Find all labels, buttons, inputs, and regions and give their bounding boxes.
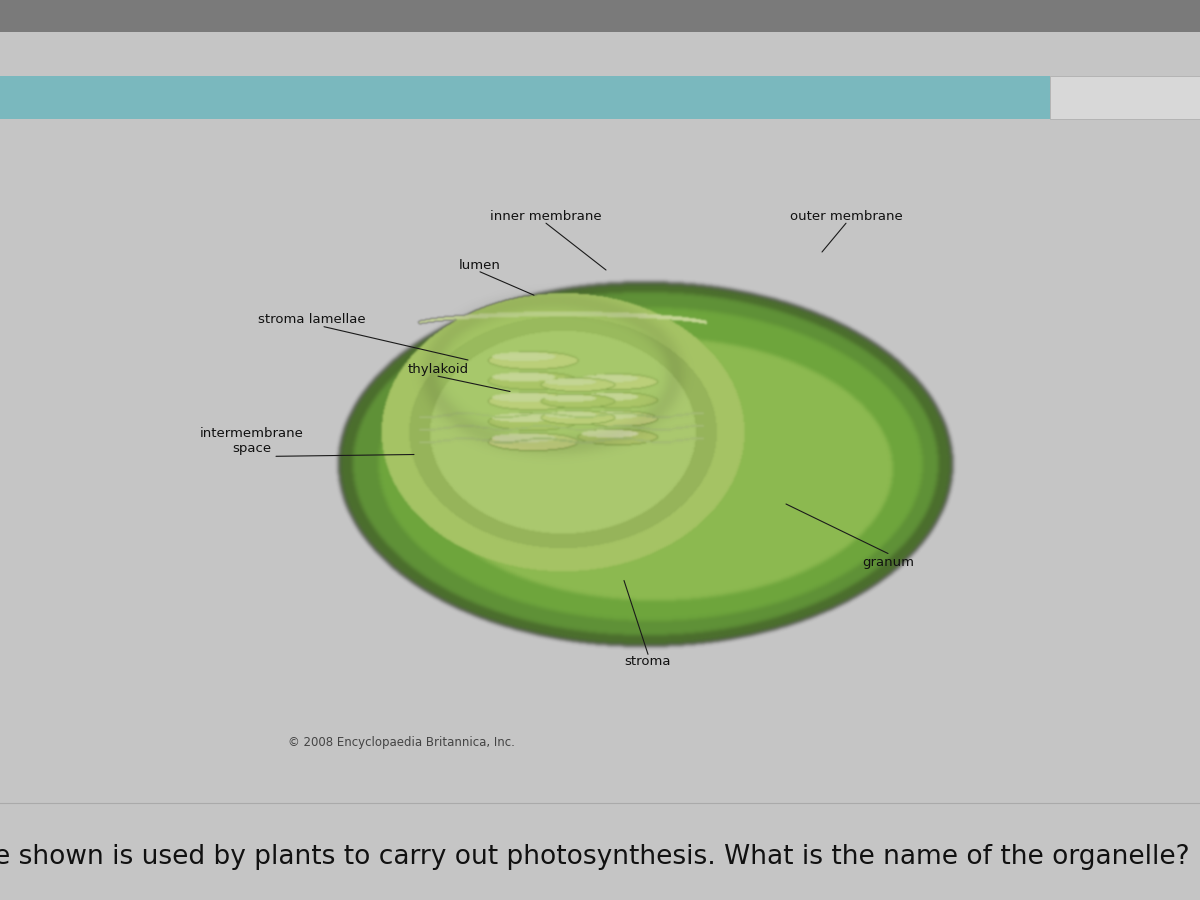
Text: intermembrane
space: intermembrane space bbox=[200, 427, 304, 455]
Text: thylakoid: thylakoid bbox=[408, 363, 468, 375]
Text: © 2008 Encyclopaedia Britannica, Inc.: © 2008 Encyclopaedia Britannica, Inc. bbox=[288, 736, 515, 749]
Text: stroma lamellae: stroma lamellae bbox=[258, 313, 366, 326]
Bar bbox=[0, 0, 1200, 32]
Text: e shown is used by plants to carry out photosynthesis. What is the name of the o: e shown is used by plants to carry out p… bbox=[0, 844, 1189, 869]
Text: granum: granum bbox=[862, 556, 914, 569]
Bar bbox=[1050, 76, 1200, 119]
Text: stroma: stroma bbox=[625, 655, 671, 668]
Text: outer membrane: outer membrane bbox=[790, 210, 902, 222]
Bar bbox=[0, 76, 1050, 119]
Text: inner membrane: inner membrane bbox=[490, 210, 602, 222]
Text: lumen: lumen bbox=[460, 259, 500, 272]
